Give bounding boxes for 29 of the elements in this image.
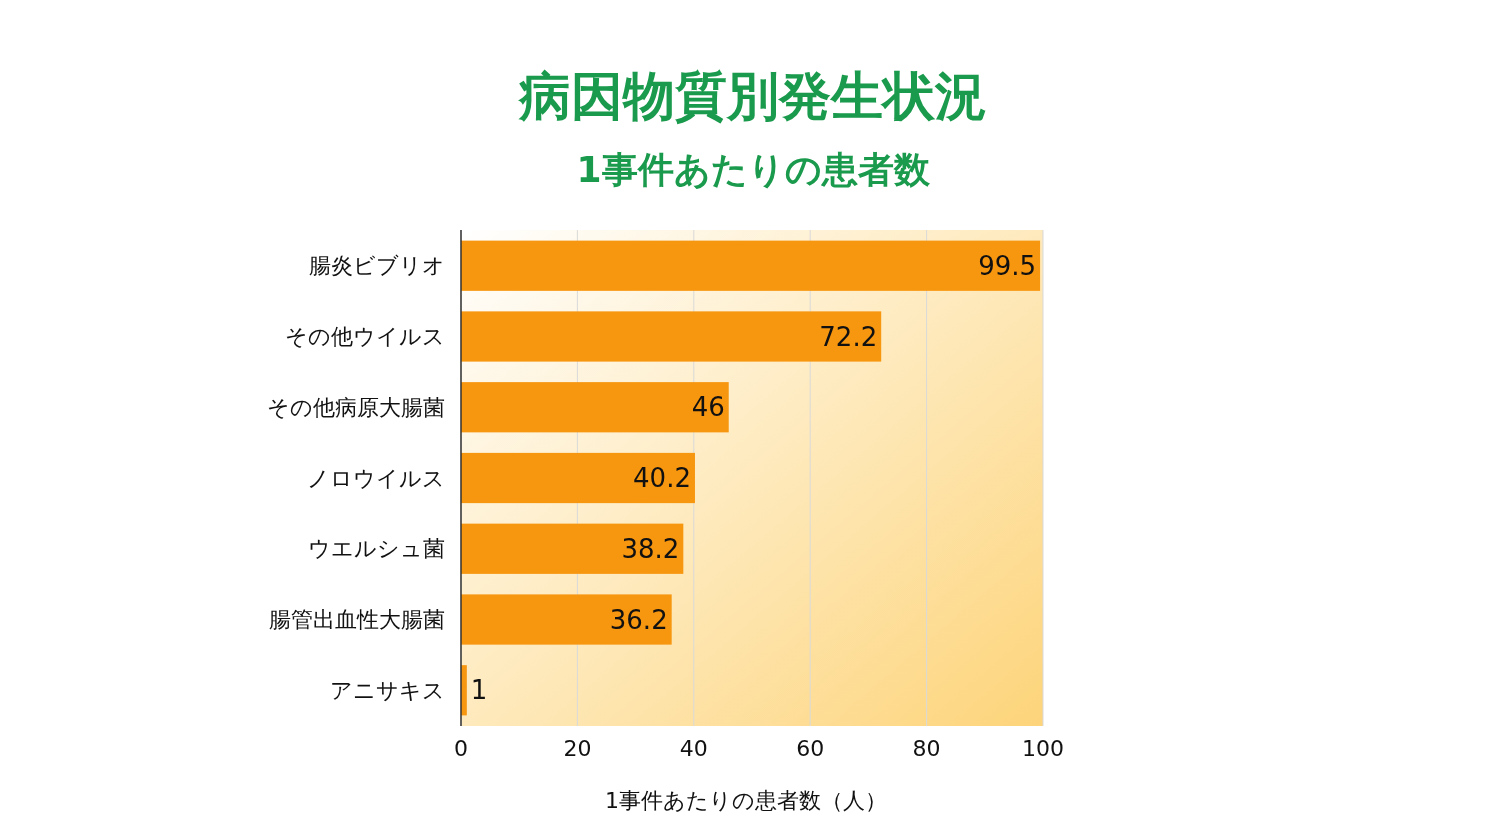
data-label: 38.2 xyxy=(621,533,680,564)
data-label: 72.2 xyxy=(819,321,878,352)
bar xyxy=(461,382,729,433)
y-tick-label: ウエルシュ菌 xyxy=(308,536,445,562)
data-label: 99.5 xyxy=(978,250,1037,281)
data-label: 46 xyxy=(691,392,725,423)
y-tick-label: アニサキス xyxy=(330,677,445,703)
x-tick-label: 80 xyxy=(912,736,941,761)
bar xyxy=(461,594,672,645)
x-tick-label: 40 xyxy=(679,736,708,761)
chart-subtitle: 1事件あたりの患者数 xyxy=(576,149,931,190)
x-tick-label: 0 xyxy=(454,736,468,761)
y-tick-label: その他ウイルス xyxy=(285,324,445,350)
data-label: 36.2 xyxy=(609,604,668,635)
data-label: 1 xyxy=(470,675,488,706)
chart-title: 病因物質別発生状況 xyxy=(518,66,987,126)
y-tick-label: その他病原大腸菌 xyxy=(267,394,445,420)
data-label: 40.2 xyxy=(633,463,691,494)
x-tick-label: 20 xyxy=(563,736,592,761)
x-tick-label: 60 xyxy=(796,736,825,761)
x-axis-title: 1事件あたりの患者数（人） xyxy=(605,788,887,813)
y-tick-label: 腸管出血性大腸菌 xyxy=(269,607,445,633)
bar xyxy=(461,311,882,362)
bar xyxy=(461,452,695,504)
x-tick-label: 100 xyxy=(1022,736,1064,761)
bar xyxy=(461,523,684,574)
y-tick-label: 腸炎ビブリオ xyxy=(309,253,445,279)
y-tick-label: ノロウイルス xyxy=(307,465,445,491)
bar xyxy=(461,240,1041,291)
